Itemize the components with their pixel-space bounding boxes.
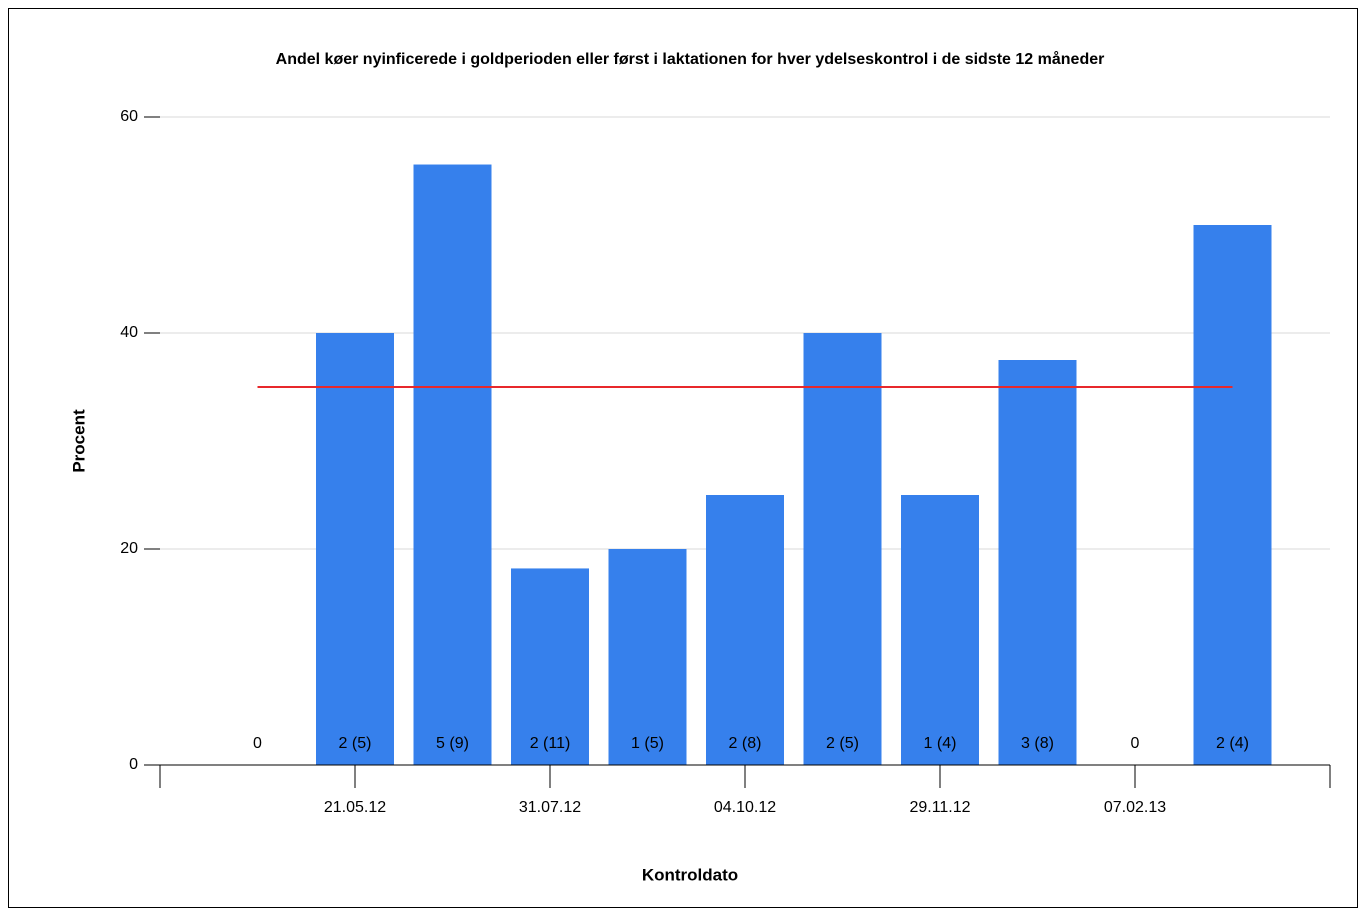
bar <box>706 495 784 765</box>
y-tick-label: 20 <box>120 540 138 557</box>
y-tick-label: 40 <box>120 324 138 341</box>
bar <box>608 549 687 765</box>
y-axis-title: Procent <box>69 409 88 473</box>
x-tick-label: 29.11.12 <box>909 799 970 816</box>
value-label: 0 <box>253 735 262 752</box>
value-label: 2 (4) <box>1216 735 1249 752</box>
value-label: 1 (5) <box>631 735 664 752</box>
chart-border <box>8 8 1358 908</box>
value-label: 2 (5) <box>826 735 859 752</box>
value-label: 2 (5) <box>339 735 372 752</box>
value-label: 2 (8) <box>729 735 762 752</box>
bar <box>998 360 1077 765</box>
bar <box>316 333 394 765</box>
bar <box>1193 225 1272 765</box>
x-tick-label: 21.05.12 <box>324 799 386 816</box>
bar <box>511 568 589 765</box>
bar <box>803 333 882 765</box>
chart-title: Andel køer nyinficerede i goldperioden e… <box>276 50 1105 68</box>
bar <box>413 164 492 765</box>
x-tick-label: 07.02.13 <box>1104 799 1166 816</box>
value-label: 5 (9) <box>436 735 469 752</box>
x-axis-title: Kontroldato <box>642 865 738 884</box>
value-label: 3 (8) <box>1021 735 1054 752</box>
y-tick-label: 0 <box>129 756 138 773</box>
x-tick-label: 04.10.12 <box>714 799 776 816</box>
x-tick-label: 31.07.12 <box>519 799 581 816</box>
value-label: 0 <box>1131 735 1140 752</box>
y-tick-label: 60 <box>120 108 138 125</box>
value-label: 1 (4) <box>924 735 957 752</box>
bar <box>901 495 979 765</box>
value-label: 2 (11) <box>530 735 571 752</box>
